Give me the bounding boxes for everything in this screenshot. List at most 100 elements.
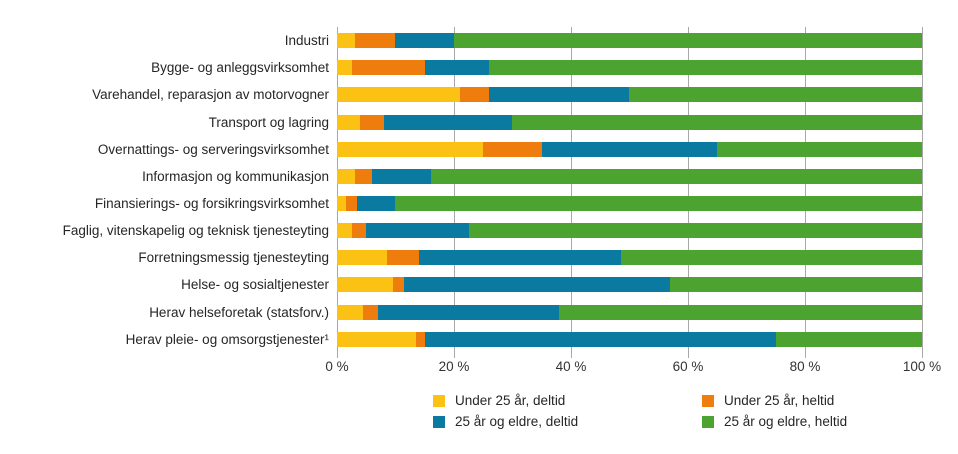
bar-row: Herav helseforetak (statsforv.) [0,299,958,326]
category-label: Helse- og sosialtjenester [181,277,329,293]
x-tick-label: 20 % [438,359,470,374]
category-label: Transport og lagring [208,114,329,130]
bar-segment [459,87,490,103]
category-label: Forretningsmessig tjenesteyting [138,250,329,266]
category-label: Herav helseforetak (statsforv.) [149,304,329,320]
bar-row: Herav pleie- og omsorgstjenester¹ [0,326,958,353]
bar-segment [360,114,384,130]
bar-track [337,168,922,184]
gridline [805,27,806,358]
bar-segment [337,87,460,103]
legend-swatch [702,395,714,407]
bar-row: Faglig, vitenskapelig og teknisk tjenest… [0,217,958,244]
bar-segment [337,33,355,49]
legend-swatch [433,416,445,428]
gridline [337,27,338,358]
bar-segment [629,87,922,103]
legend-swatch [702,416,714,428]
bar-segment [386,250,419,266]
legend-item: 25 år og eldre, heltid [702,415,958,429]
legend-swatch [433,395,445,407]
x-tick-label: 100 % [902,359,942,374]
plot-area [337,27,923,358]
bar-segment [383,114,513,130]
bar-segment [395,196,922,212]
bar-segment [424,331,776,347]
bar-segment [337,60,352,76]
category-label: Industri [284,33,329,49]
bar-track [337,250,922,266]
category-label: Finansierings- og forsikringsvirksomhet [94,196,329,212]
gridline [454,27,455,358]
bar-segment [351,60,425,76]
category-label: Informasjon og kommunikasjon [142,168,329,184]
bar-row: Forretningsmessig tjenesteyting [0,244,958,271]
bar-segment [453,33,922,49]
x-tick-label: 80 % [789,359,821,374]
bar-segment [351,223,367,239]
bar-track [337,277,922,293]
legend-label: Under 25 år, deltid [455,393,566,408]
bar-track [337,196,922,212]
legend-item: Under 25 år, heltid [702,394,958,408]
bar-segment [337,223,352,239]
gridline [922,27,923,358]
bar-segment [357,196,396,212]
category-label: Herav pleie- og omsorgstjenester¹ [125,331,329,347]
bar-segment [430,168,922,184]
bar-segment [377,304,560,320]
bar-track [337,141,922,157]
legend-label: Under 25 år, heltid [724,393,835,408]
bar-segment [337,304,364,320]
bar-segment [512,114,922,130]
bar-track [337,60,922,76]
bar-row: Varehandel, reparasjon av motorvogner [0,81,958,108]
bar-row: Industri [0,27,958,54]
bar-track [337,304,922,320]
gridline [571,27,572,358]
bar-segment [489,87,630,103]
bar-segment [372,168,431,184]
bar-segment [483,141,542,157]
gridline [688,27,689,358]
bar-segment [468,223,922,239]
bar-segment [541,141,718,157]
bar-segment [337,141,484,157]
x-tick-label: 0 % [325,359,349,374]
legend-label: 25 år og eldre, heltid [724,414,848,429]
legend-item: 25 år og eldre, deltid [433,415,702,429]
bar-segment [354,168,373,184]
bar-row: Helse- og sosialtjenester [0,271,958,298]
category-label: Varehandel, reparasjon av motorvogner [92,87,329,103]
bar-segment [337,114,361,130]
bar-segment [337,331,416,347]
bar-rows: Industri Bygge- og anleggsvirksomhet Vareh… [0,27,958,353]
legend: Under 25 år, deltid Under 25 år, heltid 25… [433,394,958,429]
bar-track [337,223,922,239]
bar-segment [424,60,490,76]
bar-track [337,114,922,130]
bar-segment [620,250,922,266]
bar-segment [363,304,378,320]
category-label: Bygge- og anleggsvirksomhet [151,60,329,76]
bar-segment [354,33,396,49]
bar-segment [717,141,922,157]
bar-segment [418,250,621,266]
bar-segment [366,223,469,239]
x-axis: 0 % 20 % 40 % 60 % 80 % 100 % [0,359,958,375]
bar-segment [345,196,358,212]
bar-row: Bygge- og anleggsvirksomhet [0,54,958,81]
bar-segment [489,60,922,76]
x-tick-label: 60 % [672,359,704,374]
bar-track [337,33,922,49]
bar-segment [775,331,922,347]
x-tick-label: 40 % [555,359,587,374]
legend-label: 25 år og eldre, deltid [455,414,579,429]
bar-segment [404,277,671,293]
bar-track [337,87,922,103]
category-label: Faglig, vitenskapelig og teknisk tjenest… [62,223,329,239]
bar-segment [337,196,346,212]
bar-segment [670,277,922,293]
bar-row: Transport og lagring [0,108,958,135]
